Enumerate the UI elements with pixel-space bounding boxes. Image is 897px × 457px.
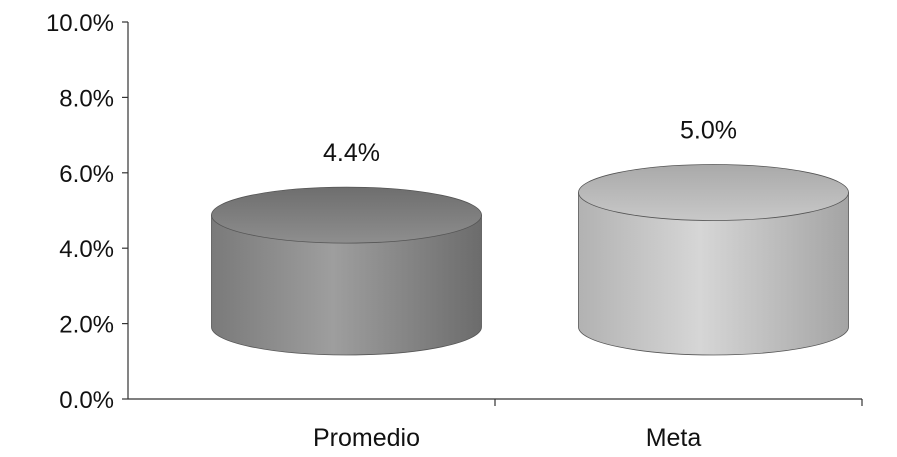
- bar-top: [578, 164, 849, 221]
- x-category-label: Meta: [646, 424, 702, 452]
- x-category-label: Promedio: [313, 424, 420, 452]
- data-label: 4.4%: [323, 139, 380, 167]
- bar-body: [578, 192, 849, 356]
- bar-body: [211, 214, 482, 356]
- bar-top: [211, 186, 482, 244]
- axes: 0.0% 2.0% 4.0% 6.0% 8.0% 10.0%: [46, 10, 863, 414]
- bars: [211, 164, 849, 356]
- bar-promedio: [211, 186, 482, 356]
- y-tick-label: 10.0%: [46, 10, 114, 37]
- bar-meta: [578, 164, 849, 356]
- labels: 4.4% Promedio 5.0% Meta: [313, 117, 737, 453]
- y-tick-label: 8.0%: [59, 85, 114, 112]
- data-label: 5.0%: [680, 117, 737, 145]
- y-tick-label: 0.0%: [59, 387, 114, 414]
- y-tick-label: 4.0%: [59, 236, 114, 263]
- y-tick-label: 6.0%: [59, 161, 114, 188]
- y-tick-label: 2.0%: [59, 312, 114, 339]
